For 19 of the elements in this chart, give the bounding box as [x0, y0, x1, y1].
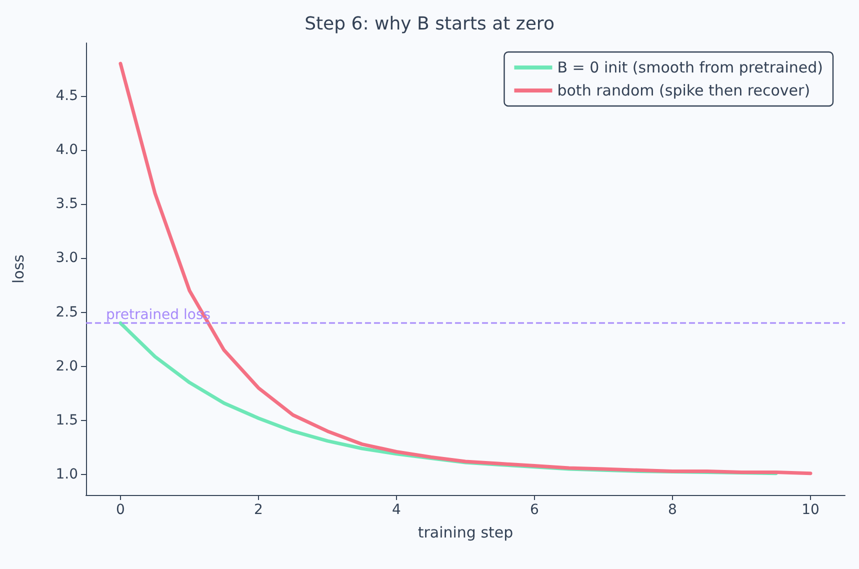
y-tick-label: 1.5	[56, 412, 78, 428]
y-tick-label: 3.0	[56, 250, 78, 266]
chart-title: Step 6: why B starts at zero	[304, 14, 554, 34]
y-tick-label: 4.0	[56, 142, 78, 158]
y-tick-label: 2.5	[56, 304, 78, 320]
y-axis-title: loss	[10, 254, 28, 284]
x-tick-label: 0	[116, 502, 125, 518]
y-tick-label: 4.5	[56, 88, 78, 104]
x-tick-label: 2	[254, 502, 263, 518]
x-tick-label: 4	[392, 502, 402, 518]
legend-label: B = 0 init (smooth from pretrained)	[557, 58, 824, 76]
x-axis-title: training step	[418, 524, 514, 542]
x-tick-label: 10	[802, 502, 820, 518]
legend-label: both random (spike then recover)	[557, 82, 810, 100]
y-tick-label: 1.0	[56, 466, 78, 482]
x-tick-label: 6	[530, 502, 540, 518]
y-tick-label: 2.0	[56, 358, 78, 374]
y-tick-label: 3.5	[56, 196, 78, 212]
x-tick-label: 8	[668, 502, 677, 518]
